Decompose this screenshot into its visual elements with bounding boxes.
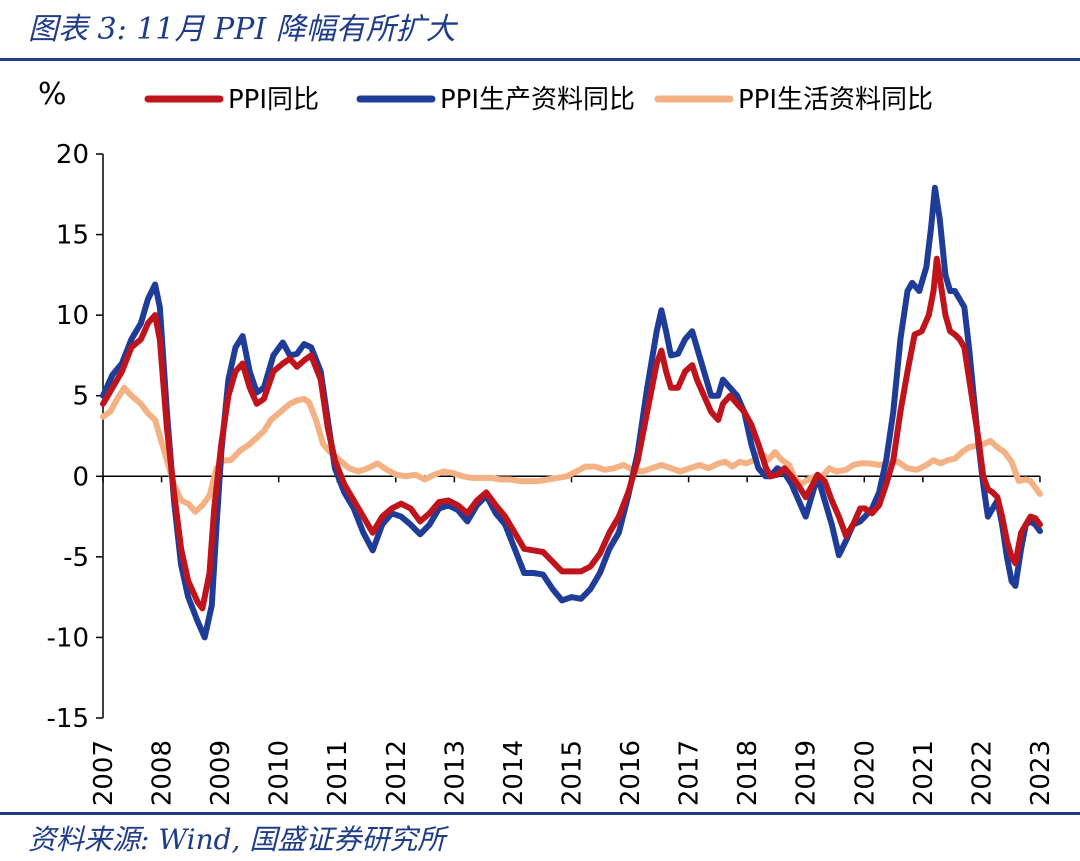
y-tick-label: 15 [56, 221, 89, 251]
x-tick-label: 2007 [89, 740, 119, 806]
x-tick-label: 2013 [440, 740, 470, 806]
x-tick-label: 2023 [1026, 740, 1056, 806]
x-tick-label: 2022 [967, 740, 997, 806]
x-tick-label: 2010 [265, 740, 295, 806]
x-tick-label: 2014 [499, 740, 529, 806]
legend-label-1: PPI生产资料同比 [440, 85, 635, 115]
legend: PPI同比 PPI生产资料同比 PPI生活资料同比 [144, 85, 933, 115]
y-tick-label: -5 [63, 543, 89, 573]
x-tick-label: 2020 [850, 740, 880, 806]
x-tick-label: 2009 [206, 740, 236, 806]
source-note: 资料来源: Wind, 国盛证券研究所 [28, 823, 446, 856]
y-tick-label: 0 [72, 462, 89, 492]
figure-title: 图表 3: 11月 PPI 降幅有所扩大 [28, 12, 456, 47]
y-tick-label: 5 [72, 382, 89, 412]
bottom-rule [0, 812, 1080, 815]
x-tick-label: 2012 [382, 740, 412, 806]
x-tick-label: 2015 [557, 740, 587, 806]
x-axis: 2007 2008 2009 2010 2011 2012 2013 2014 2015 2016… [89, 475, 1056, 806]
legend-label-0: PPI同比 [228, 85, 319, 115]
series-line-0 [100, 255, 1043, 612]
top-rule [0, 58, 1080, 61]
legend-label-2: PPI生活资料同比 [738, 85, 933, 115]
x-tick-label: 2017 [675, 740, 705, 806]
y-tick-label: -10 [47, 623, 89, 653]
x-tick-label: 2018 [733, 740, 763, 806]
y-tick-label: -15 [47, 704, 89, 734]
series-line-1 [100, 184, 1043, 641]
x-tick-label: 2021 [909, 740, 939, 806]
line-chart: % PPI同比 PPI生产资料同比 PPI生活资料同比 20151050-5-10-… [38, 77, 1056, 806]
x-tick-label: 2011 [323, 740, 353, 806]
series-line-2 [100, 384, 1043, 515]
series-lines [100, 184, 1043, 641]
x-tick-label: 2019 [792, 740, 822, 806]
x-tick-label: 2008 [148, 740, 178, 806]
y-tick-label: 20 [56, 140, 89, 170]
y-axis: 20 15 10 5 0 -5 -10 -15 [47, 140, 104, 734]
y-unit-label: % [38, 77, 67, 112]
y-tick-label: 10 [56, 301, 89, 331]
x-tick-label: 2016 [616, 740, 646, 806]
